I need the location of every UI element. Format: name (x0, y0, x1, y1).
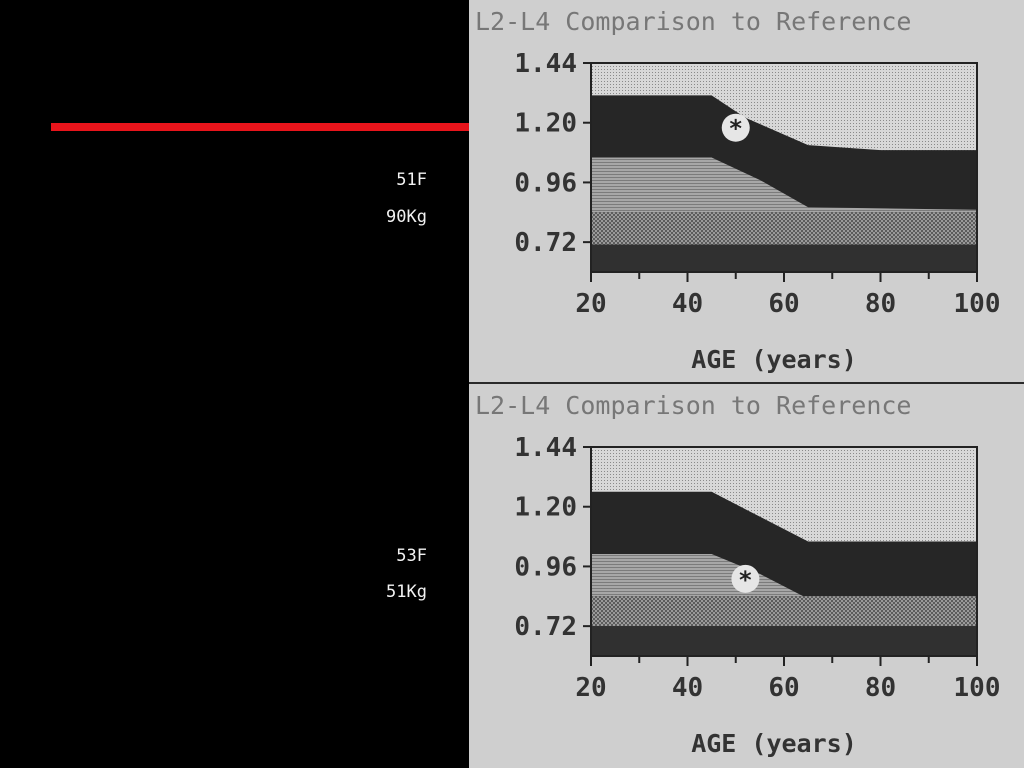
panel-divider (469, 382, 1024, 384)
patient2-weight: 51Kg (386, 582, 427, 602)
reference-band-bottom (591, 244, 977, 272)
x-tick-label: 100 (954, 289, 1001, 319)
x-tick-label: 60 (768, 289, 799, 319)
y-tick-label: 0.72 (514, 228, 577, 258)
chart-title: L2-L4 Comparison to Reference (475, 7, 912, 36)
patient1-sex-age: 51F (396, 170, 427, 190)
marker-line (51, 123, 469, 131)
reference-band-osteoporotic (591, 212, 977, 245)
chart-panel-bottom: L2-L4 Comparison to Reference 1.44 1.20 0.9… (469, 384, 1024, 768)
x-tick-label: 20 (575, 289, 606, 319)
x-tick-label: 40 (672, 289, 703, 319)
chart-title: L2-L4 Comparison to Reference (475, 391, 912, 420)
reference-band-bottom (591, 626, 977, 656)
y-tick-label: 0.96 (514, 168, 577, 198)
y-tick-label: 0.96 (514, 552, 577, 582)
patient-marker (731, 564, 760, 593)
bmd-chart-top: L2-L4 Comparison to Reference 1.44 1.20 0.9… (475, 7, 1001, 374)
patient2-sex-age: 53F (396, 546, 427, 566)
x-axis-label: AGE (years) (691, 729, 857, 758)
x-axis-label: AGE (years) (691, 345, 857, 374)
x-tick-label: 40 (672, 673, 703, 703)
x-tick-label: 80 (865, 673, 896, 703)
chart-panel-top: L2-L4 Comparison to Reference 1.44 1.20 0.9… (469, 0, 1024, 382)
x-tick-label: 20 (575, 673, 606, 703)
patient-marker (721, 113, 750, 142)
y-tick-label: 1.20 (514, 109, 577, 139)
patient-marker-star: * (738, 566, 752, 594)
patient1-weight: 90Kg (386, 207, 427, 227)
x-tick-label: 60 (768, 673, 799, 703)
reference-band-lower (591, 157, 977, 213)
patient-marker-star: * (729, 115, 743, 143)
y-tick-label: 1.44 (514, 49, 577, 79)
reference-band-lower (591, 553, 977, 609)
y-tick-label: 1.20 (514, 493, 577, 523)
reference-band-osteoporotic (591, 596, 977, 627)
bmd-chart-bottom: L2-L4 Comparison to Reference 1.44 1.20 0.9… (475, 391, 1001, 758)
x-tick-label: 100 (954, 673, 1001, 703)
x-tick-label: 80 (865, 289, 896, 319)
y-tick-label: 0.72 (514, 612, 577, 642)
y-tick-label: 1.44 (514, 433, 577, 463)
